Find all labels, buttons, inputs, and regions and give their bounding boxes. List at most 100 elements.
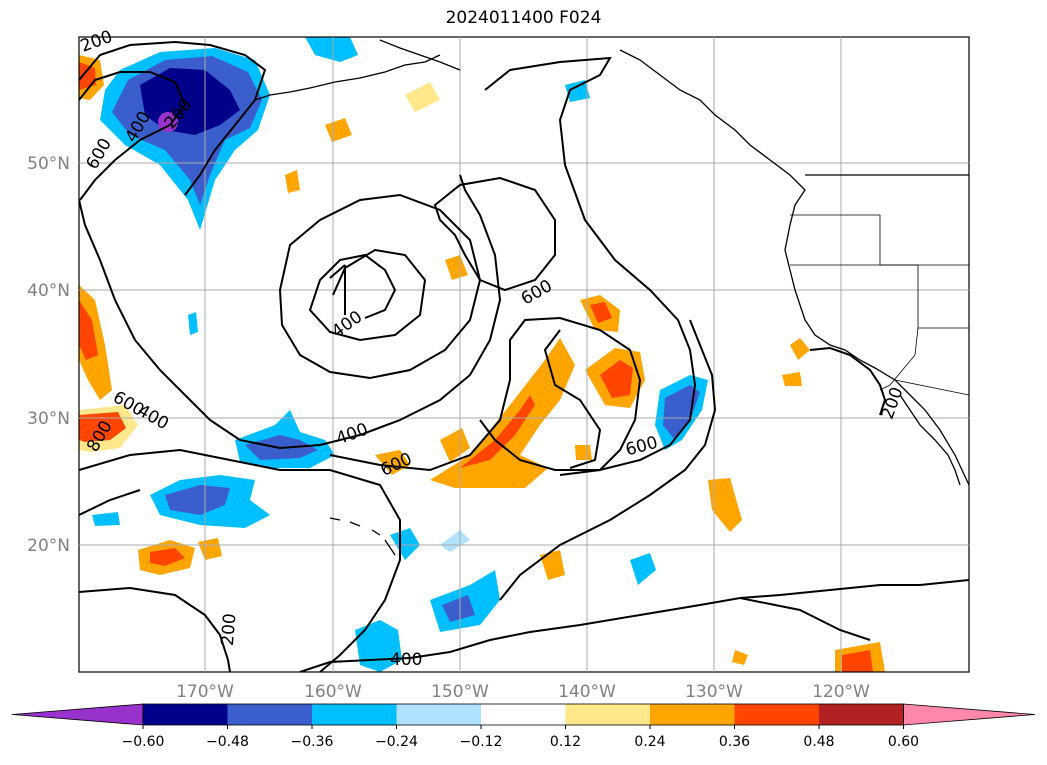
positive-anomaly-sw-2 [198, 538, 222, 560]
positive-anomaly-central-3 [375, 450, 410, 475]
colorbar-segment [312, 704, 397, 725]
positive-anomaly-small-5 [708, 478, 742, 532]
contour-400-south [79, 448, 401, 672]
positive-anomaly-east-2-core [590, 302, 612, 323]
positive-anomaly-central-band [430, 338, 575, 488]
lat-label-30n: 30°N [27, 409, 70, 429]
colorbar-extend-high [903, 703, 1036, 726]
negative-anomaly-small-5 [630, 553, 656, 585]
contour-600-inner-east [543, 329, 602, 469]
contour-200-south [79, 586, 231, 672]
border-mexico [894, 379, 969, 396]
positive-anomaly-small-10 [732, 650, 748, 665]
positive-anomaly-small-4 [405, 82, 440, 112]
contour-600-inner-loop [433, 176, 556, 292]
lat-label-40n: 40°N [27, 281, 70, 301]
contour-400-spiral [308, 248, 427, 342]
graticule [79, 37, 969, 672]
colorbar-tick-label: −0.24 [375, 734, 418, 750]
negative-anomaly-small-2-core [442, 595, 475, 622]
negative-anomaly-small-6 [565, 80, 590, 102]
contour-400-nw [79, 71, 187, 201]
positive-anomaly-small-1 [325, 118, 352, 142]
colorbar-segment [650, 704, 735, 725]
negative-anomaly-small-1 [92, 512, 120, 526]
contour-label: 400 [334, 419, 371, 449]
colorbar-extend-low [11, 703, 144, 726]
lon-label-160w: 160°W [304, 682, 362, 702]
coastlines [254, 39, 969, 556]
colorbar-tick-label: 0.36 [719, 734, 750, 750]
colorbar-segment [227, 704, 312, 725]
negative-anomaly-small-4 [390, 528, 420, 560]
colorbar-tick-label: 0.24 [634, 734, 665, 750]
colorbar-tick-label: −0.60 [122, 734, 165, 750]
positive-anomaly-small-6 [540, 550, 565, 580]
border-states-3 [879, 327, 919, 391]
contour-label: 600 [518, 276, 556, 310]
contour-label: 200 [218, 613, 241, 647]
contour-200-coast [809, 346, 887, 416]
contour-600-big [479, 56, 697, 471]
coastline-aleutians [254, 54, 441, 101]
positive-anomaly-small-8 [790, 338, 810, 360]
colorbar-segment [565, 704, 650, 725]
lon-label-130w: 130°W [685, 682, 743, 702]
colorbar-tick-label: 0.60 [888, 734, 919, 750]
contour-label: 600 [83, 135, 117, 173]
contour-label: 600 [623, 433, 660, 461]
longitude-labels: 170°W 160°W 150°W 140°W 130°W 120°W [176, 682, 870, 702]
positive-anomaly-east-core [600, 360, 633, 398]
contour-200-nw [79, 40, 267, 196]
positive-anomaly-west-core [79, 300, 98, 360]
lon-label-170w: 170°W [176, 682, 234, 702]
positive-anomaly-small-7-core [842, 650, 873, 672]
positive-anomaly-central-band-core [460, 395, 535, 468]
lat-label-20n: 20°N [27, 536, 70, 556]
colorbar-segment [819, 704, 904, 725]
island-hawaii [329, 517, 396, 556]
coastline-alaska [619, 49, 969, 486]
colorbar-tick-label: −0.36 [291, 734, 334, 750]
contour-label: 400 [390, 650, 422, 670]
coastline-baja [899, 394, 961, 486]
latitude-labels: 50°N 40°N 30°N 20°N [27, 154, 70, 556]
contour-400-spiral-inner [329, 264, 346, 315]
lon-label-150w: 150°W [431, 682, 489, 702]
lon-label-140w: 140°W [558, 682, 616, 702]
contour-600-west [79, 174, 502, 450]
negative-anomaly-small-7 [305, 37, 358, 62]
map-frame [78, 36, 970, 673]
colorbar: −0.60 −0.48 −0.36 −0.24 −0.12 0.12 0.24 0.36 0.4… [11, 703, 1036, 750]
contours [79, 40, 969, 672]
positive-anomaly-central-2 [440, 428, 470, 462]
colorbar-tick-label: 0.12 [550, 734, 581, 750]
colorbar-tick-label: −0.48 [206, 734, 249, 750]
positive-anomaly-small-9 [782, 372, 802, 386]
contour-600-ring [278, 193, 482, 380]
positive-anomaly-small-2 [285, 170, 300, 193]
lon-label-120w: 120°W [812, 682, 870, 702]
border-states-2 [790, 264, 969, 329]
positive-anomaly-small-3 [445, 255, 468, 280]
lat-label-50n: 50°N [27, 154, 70, 174]
border-states-1 [790, 214, 969, 266]
positive-anomaly-east-3 [575, 445, 592, 460]
colorbar-segment [143, 704, 228, 725]
contour-400-seaward [299, 596, 871, 672]
colorbar-segment [481, 704, 566, 725]
positive-anomaly-west-2-core [79, 412, 126, 442]
negative-anomaly-east-core [663, 385, 700, 440]
plot-title: 2024011400 F024 [445, 8, 602, 28]
colorbar-tick-label: 0.48 [803, 734, 834, 750]
contour-400-sw [79, 489, 141, 516]
colorbar-outline [142, 703, 904, 726]
colorbar-segment [396, 704, 481, 725]
contour-200-se [739, 579, 969, 599]
coastline-alaska-peninsula [379, 39, 461, 71]
colorbar-tick-label: −0.12 [460, 734, 503, 750]
positive-anomaly-sw-core [150, 548, 185, 566]
negative-anomaly-small-8 [188, 312, 198, 335]
contour-200-east [499, 319, 717, 601]
